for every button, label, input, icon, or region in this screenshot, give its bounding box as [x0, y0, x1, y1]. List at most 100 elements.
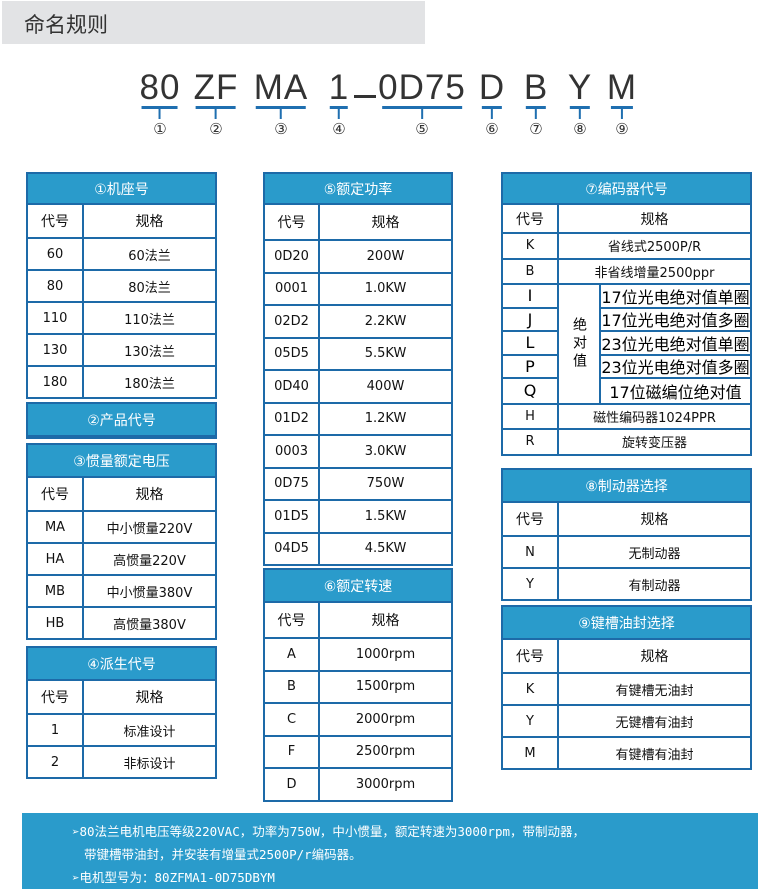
row-code: 0003 [265, 436, 320, 467]
row-spec: 17位光电绝对值多圈 [601, 309, 750, 332]
row-spec: 中小惯量380V [106, 585, 193, 601]
row-spec: 5.5KW [364, 346, 407, 362]
example-line-2: 带键槽带油封，并安装有增量式2500P/r编码器。 [84, 847, 362, 862]
model-code-index: ① [153, 120, 167, 138]
row-code: L [503, 332, 559, 356]
column-header-row: 代号 规格 [503, 640, 750, 674]
column-header-code: 代号 [265, 205, 320, 239]
column-header-code: 代号 [503, 503, 559, 535]
row-code: 1 [28, 715, 84, 745]
row-spec: 110法兰 [124, 312, 175, 328]
column-header-row: 代号 规格 [265, 603, 451, 639]
table-row: 2 非标设计 [28, 747, 215, 777]
row-code: 0D20 [265, 241, 320, 272]
table-row: K 省线式2500P/R [503, 234, 750, 260]
model-code-stem [621, 109, 623, 119]
table-row: 110 110法兰 [28, 303, 215, 335]
table-row: 130 130法兰 [28, 335, 215, 367]
model-code-text: MA [253, 68, 309, 107]
column-header-row: 代号 规格 [503, 503, 750, 537]
row-code: F [265, 736, 320, 767]
row-spec: 1.2KW [364, 411, 407, 427]
column-header-code: 代号 [503, 640, 559, 672]
row-spec: 无制动器 [628, 546, 681, 562]
model-code-index: ⑤ [415, 120, 429, 138]
model-code-stem [420, 109, 423, 119]
row-code: Y [503, 569, 559, 599]
row-spec: 标准设计 [123, 724, 176, 740]
column-header-code: 代号 [265, 603, 320, 637]
row-spec: 17位磁编位绝对值 [609, 382, 742, 402]
row-code: 05D5 [265, 338, 320, 369]
table-header: ④派生代号 [28, 648, 215, 681]
row-spec: 180法兰 [124, 376, 175, 392]
model-code-text: 1 [328, 68, 350, 107]
row-code: H [503, 404, 559, 428]
model-code-text: 0D75 [378, 68, 466, 107]
model-code-index: ③ [274, 120, 288, 138]
column-header-spec: 规格 [371, 613, 400, 629]
row-spec: 3000rpm [355, 776, 416, 792]
model-code-index: ④ [332, 120, 346, 138]
table-row: 60 60法兰 [28, 239, 215, 271]
row-spec: 750W [366, 476, 405, 492]
model-code-text: Y [567, 68, 593, 107]
row-spec: 无键槽有油封 [615, 715, 694, 731]
model-code-stem [280, 109, 282, 119]
table-row: M 有键槽有油封 [503, 738, 750, 768]
model-code-underline [256, 106, 306, 109]
table-row: HB 高惯量380V [28, 608, 215, 638]
row-spec: 有键槽有油封 [615, 747, 694, 763]
column-header-code: 代号 [28, 681, 84, 713]
column-header-code: 代号 [28, 478, 84, 510]
table-row: 0001 1.0KW [265, 273, 451, 306]
row-code: 80 [28, 271, 84, 301]
row-spec: 非标设计 [123, 756, 176, 772]
row-code: 0001 [265, 273, 320, 304]
row-code: MA [28, 512, 84, 542]
row-spec: 80法兰 [128, 280, 171, 296]
model-code-underline [569, 106, 590, 109]
row-code: MB [28, 576, 84, 606]
row-spec: 省线式2500P/R [607, 240, 702, 256]
model-code-underline [381, 106, 462, 109]
row-code: J [503, 308, 559, 332]
encoder-table: ⑦编码器代号 代号 规格 K 省线式2500P/R B 非省线增量2500ppr I J L P Q 绝… [501, 172, 752, 456]
row-spec: 200W [366, 248, 405, 264]
row-code: Q [503, 379, 559, 403]
column-header-spec: 规格 [640, 512, 669, 528]
speed-table: ⑥额定转速 代号 规格 A 1000rpm B 1500rpm C 2000rpm F 2500rp… [263, 568, 453, 802]
row-code: M [503, 738, 559, 768]
row-spec: 非省线增量2500ppr [594, 265, 715, 281]
table-row: Y 无键槽有油封 [503, 706, 750, 738]
table-row: 01D5 1.5KW [265, 501, 451, 534]
row-spec: 1.5KW [364, 508, 407, 524]
model-code-text: 80 [139, 68, 181, 107]
table-header: ①机座号 [28, 174, 215, 205]
row-spec: 3.0KW [364, 443, 407, 459]
row-code: K [503, 674, 559, 704]
row-spec: 400W [366, 378, 405, 394]
example-line-1: ➢80法兰电机电压等级220VAC，功率为750W，中小惯量，额定转速为3000… [72, 824, 586, 839]
column-header-row: 代号 规格 [28, 478, 215, 512]
table-row: HA 高惯量220V [28, 544, 215, 576]
table-row: 0D20 200W [265, 241, 451, 274]
model-code-text: B [523, 68, 549, 107]
table-row: B 1500rpm [265, 671, 451, 704]
row-code: HA [28, 544, 84, 574]
model-code-index: ② [209, 120, 223, 138]
row-code: HB [28, 608, 84, 638]
model-code-index: ⑥ [485, 120, 499, 138]
group-label: 绝对值 [559, 285, 601, 403]
table-header: ③惯量额定电压 [28, 445, 215, 478]
row-code: Y [503, 706, 559, 736]
table-row: 0D40 400W [265, 371, 451, 404]
column-header-row: 代号 规格 [28, 681, 215, 715]
row-code: 0D75 [265, 468, 320, 499]
row-spec: 中小惯量220V [106, 521, 193, 537]
row-code: K [503, 234, 559, 258]
